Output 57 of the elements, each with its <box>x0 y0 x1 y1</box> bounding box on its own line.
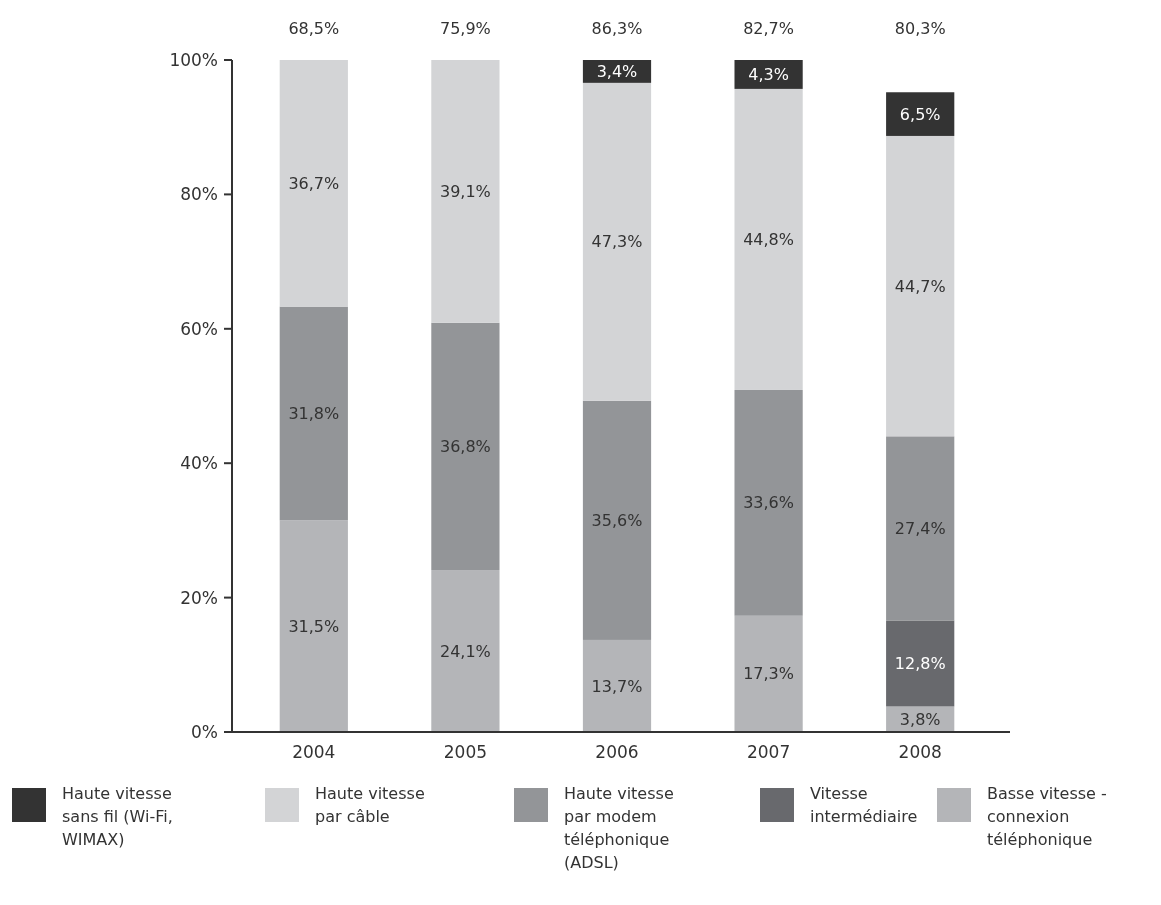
bar <box>582 639 652 732</box>
data-label: 36,8% <box>439 437 491 456</box>
data-label: 4,3% <box>748 65 789 85</box>
data-label: 27,4% <box>894 518 946 538</box>
legend-label: Haute vitesse par modem téléphonique (ADSL) <box>564 783 674 873</box>
x-tick-label: 2007 <box>746 742 791 762</box>
bar <box>431 60 500 323</box>
y-tick-label: 80% <box>180 184 218 205</box>
text: 80,3% <box>894 18 946 38</box>
text: 82,7% <box>743 18 795 38</box>
bar <box>734 615 803 732</box>
data-label: 44,7% <box>894 276 946 296</box>
text: 75,9% <box>439 18 491 38</box>
data-label: 47,3% <box>591 232 643 252</box>
y-tick-label: 20% <box>180 587 218 608</box>
data-label: 3,8% <box>899 709 941 729</box>
legend-label: Basse vitesse - connexion téléphonique <box>987 783 1107 850</box>
bar <box>886 620 955 707</box>
data-label: 36,7% <box>288 173 340 193</box>
data-label: 39,1% <box>439 181 491 201</box>
bar <box>734 88 803 390</box>
bar <box>582 82 652 401</box>
bar <box>886 135 955 437</box>
legend-label: Haute vitesse sans fil (Wi-Fi, WIMAX) <box>62 783 173 850</box>
data-label: 3,4% <box>596 62 638 82</box>
data-label: 33,6% <box>743 493 795 513</box>
data-label: 17,3% <box>743 664 795 684</box>
bar <box>734 389 803 616</box>
bar <box>279 306 348 521</box>
text: 68,5% <box>288 18 340 38</box>
data-label: 6,5% <box>899 104 941 124</box>
bar <box>431 570 500 732</box>
data-label: 35,6% <box>591 510 643 530</box>
x-tick-label: 2004 <box>292 742 336 762</box>
bar <box>886 436 955 621</box>
y-tick-label: 0% <box>191 721 218 742</box>
x-tick-label: 2005 <box>443 742 488 762</box>
x-tick-label: 2006 <box>595 742 639 762</box>
bar <box>431 322 500 571</box>
y-tick-label: 40% <box>180 453 218 474</box>
data-label: 44,8% <box>743 230 795 250</box>
bar <box>279 520 348 732</box>
data-label: 31,8% <box>288 404 340 424</box>
text: 86,3% <box>591 18 643 38</box>
bar <box>582 400 652 640</box>
y-tick-label: 60% <box>180 318 218 339</box>
legend-label: Haute vitesse par câble <box>315 783 425 826</box>
data-label: 31,5% <box>288 616 340 636</box>
data-label: 24,1% <box>439 641 491 661</box>
legend-label: Vitesse intermédiaire <box>810 783 918 826</box>
bar <box>886 92 955 136</box>
y-tick-label: 100% <box>169 49 218 70</box>
bar <box>279 60 348 307</box>
x-tick-label: 2008 <box>898 742 942 762</box>
data-label: 13,7% <box>591 676 643 696</box>
bar <box>734 60 803 89</box>
data-label: 12,8% <box>894 654 946 674</box>
